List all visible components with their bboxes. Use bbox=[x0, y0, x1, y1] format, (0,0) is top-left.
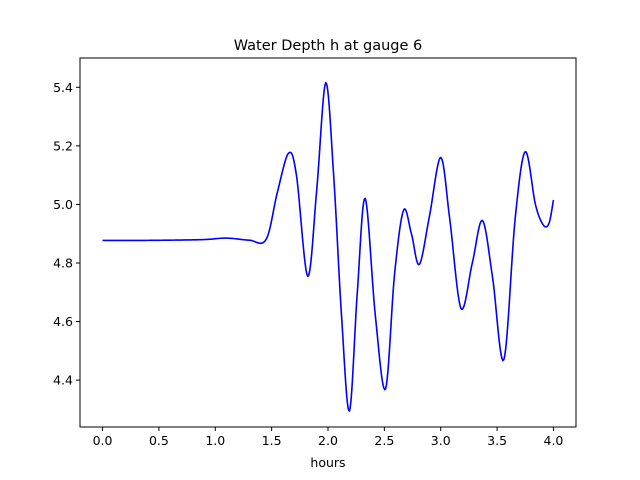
chart-title: Water Depth h at gauge 6 bbox=[234, 38, 422, 54]
x-tick-label: 1.5 bbox=[262, 433, 282, 448]
x-tick-label: 3.5 bbox=[487, 433, 507, 448]
x-tick-label: 0.0 bbox=[93, 433, 113, 448]
x-tick-label: 4.0 bbox=[544, 433, 564, 448]
plot-frame bbox=[79, 57, 577, 428]
y-tick-label: 4.6 bbox=[53, 314, 73, 329]
y-tick-label: 4.8 bbox=[53, 256, 73, 271]
x-tick-label: 0.5 bbox=[149, 433, 169, 448]
y-tick-label: 5.2 bbox=[53, 138, 73, 153]
x-tick-label: 3.0 bbox=[431, 433, 451, 448]
y-tick-label: 4.4 bbox=[53, 373, 73, 388]
y-axis-ticks: 4.4 4.6 4.8 5.0 5.2 5.4 bbox=[53, 80, 80, 388]
x-tick-label: 2.5 bbox=[374, 433, 394, 448]
y-tick-label: 5.4 bbox=[53, 80, 73, 95]
x-axis-label: hours bbox=[310, 455, 345, 470]
x-tick-label: 2.0 bbox=[318, 433, 338, 448]
x-tick-label: 1.0 bbox=[205, 433, 225, 448]
y-tick-label: 5.0 bbox=[53, 197, 73, 212]
series-line bbox=[102, 81, 555, 413]
x-axis-ticks: 0.0 0.5 1.0 1.5 2.0 2.5 3.0 3.5 4.0 bbox=[93, 427, 564, 448]
